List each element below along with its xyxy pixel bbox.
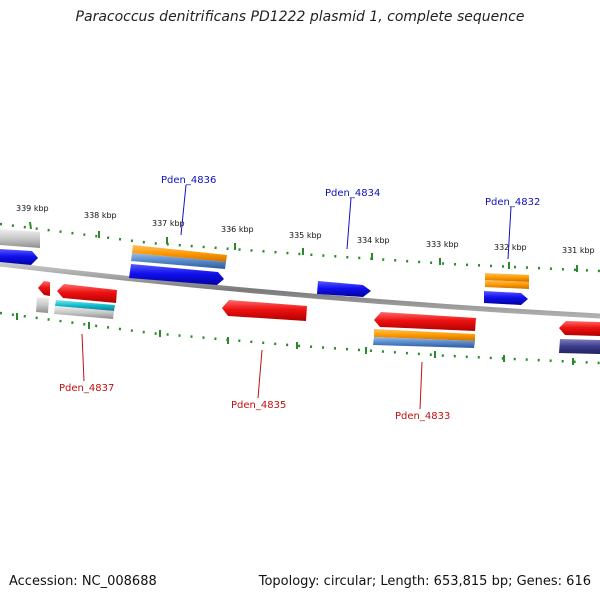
outer-scale-dots: [0, 222, 600, 273]
scale-label: 336 kbp: [221, 225, 254, 234]
gene-feature[interactable]: [559, 339, 600, 354]
scale-label: 339 kbp: [16, 204, 49, 213]
scale-label: 332 kbp: [494, 243, 527, 252]
scale-label: 337 kbp: [152, 219, 185, 228]
accession-text: Accession: NC_008688: [9, 574, 157, 589]
gene-label-reverse[interactable]: Pden_4835: [231, 400, 286, 411]
gene-feature[interactable]: [54, 306, 114, 319]
plasmid-backbone: [0, 261, 600, 319]
forward-strand-features: [0, 229, 529, 305]
gene-feature[interactable]: [129, 264, 224, 285]
label-leader-line: [257, 349, 263, 399]
gene-feature[interactable]: [36, 297, 49, 313]
gene-feature[interactable]: [132, 245, 227, 262]
gene-feature[interactable]: [373, 337, 475, 348]
outer-scale-track: [0, 221, 600, 273]
gene-label-reverse[interactable]: Pden_4837: [59, 383, 114, 394]
gene-feature[interactable]: [0, 229, 40, 248]
gene-feature[interactable]: [485, 280, 529, 289]
gene-feature[interactable]: [131, 253, 226, 269]
gene-feature[interactable]: [57, 284, 117, 303]
gene-label-forward[interactable]: Pden_4832: [485, 197, 540, 208]
inner-scale-dots: [0, 311, 600, 365]
gene-label-reverse[interactable]: Pden_4833: [395, 411, 450, 422]
inner-scale-track: [0, 311, 600, 365]
label-leader-line: [81, 333, 85, 382]
label-leader-line: [180, 184, 187, 236]
forward-gene-labels: Pden_4836 Pden_4834 Pden_4832: [161, 175, 540, 260]
scale-labels: 339 kbp 338 kbp 337 kbp 336 kbp 335 kbp …: [16, 204, 595, 255]
gene-feature[interactable]: [317, 281, 371, 297]
scale-label: 334 kbp: [357, 236, 390, 245]
scale-label: 338 kbp: [84, 211, 117, 220]
map-title: Paracoccus denitrificans PD1222 plasmid …: [75, 9, 525, 25]
label-leader-line: [346, 197, 352, 250]
reverse-gene-labels: Pden_4837 Pden_4835 Pden_4833: [59, 333, 450, 422]
gene-feature[interactable]: [485, 273, 529, 282]
gene-feature[interactable]: [484, 291, 528, 305]
gene-feature[interactable]: [55, 300, 115, 311]
reverse-strand-features: [36, 281, 600, 354]
label-leader-line: [507, 206, 512, 260]
label-leader-line: [419, 361, 423, 410]
gene-feature[interactable]: [38, 281, 50, 296]
gene-label-forward[interactable]: Pden_4836: [161, 175, 216, 186]
scale-tick: [29, 221, 32, 230]
gene-label-forward[interactable]: Pden_4834: [325, 188, 380, 199]
gene-feature[interactable]: [374, 312, 476, 331]
gene-feature[interactable]: [559, 321, 600, 336]
scale-label: 333 kbp: [426, 240, 459, 249]
topology-summary: Topology: circular; Length: 653,815 bp; …: [258, 574, 591, 589]
gene-feature[interactable]: [0, 249, 38, 265]
scale-label: 335 kbp: [289, 231, 322, 240]
gene-feature[interactable]: [222, 300, 307, 321]
scale-label: 331 kbp: [562, 246, 595, 255]
